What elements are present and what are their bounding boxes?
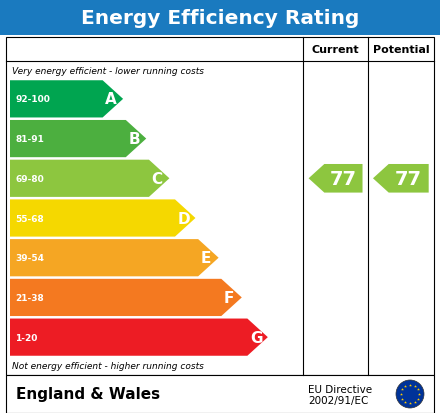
Polygon shape xyxy=(10,279,242,316)
Text: 81-91: 81-91 xyxy=(15,135,44,144)
Text: 39-54: 39-54 xyxy=(15,254,44,263)
Text: 55-68: 55-68 xyxy=(15,214,44,223)
Text: 69-80: 69-80 xyxy=(15,174,44,183)
Polygon shape xyxy=(10,121,146,158)
Text: England & Wales: England & Wales xyxy=(16,387,160,401)
Text: B: B xyxy=(128,132,140,147)
Text: 2002/91/EC: 2002/91/EC xyxy=(308,395,369,405)
Text: C: C xyxy=(151,171,162,186)
Text: Very energy efficient - lower running costs: Very energy efficient - lower running co… xyxy=(12,66,204,75)
Text: 1-20: 1-20 xyxy=(15,333,37,342)
Polygon shape xyxy=(10,160,169,197)
Text: G: G xyxy=(250,330,262,345)
Text: E: E xyxy=(201,251,211,266)
Polygon shape xyxy=(10,81,123,118)
Bar xyxy=(0,0,440,36)
Polygon shape xyxy=(10,200,195,237)
Text: Current: Current xyxy=(312,45,359,55)
Text: A: A xyxy=(105,92,117,107)
Text: 92-100: 92-100 xyxy=(15,95,50,104)
Text: 21-38: 21-38 xyxy=(15,293,44,302)
Text: Not energy efficient - higher running costs: Not energy efficient - higher running co… xyxy=(12,362,204,370)
Text: Energy Efficiency Rating: Energy Efficiency Rating xyxy=(81,9,359,27)
Text: 77: 77 xyxy=(395,169,422,188)
Polygon shape xyxy=(10,240,219,277)
Bar xyxy=(6,38,434,375)
Bar xyxy=(6,375,434,413)
Text: Potential: Potential xyxy=(373,45,429,55)
Polygon shape xyxy=(308,165,363,193)
Polygon shape xyxy=(373,165,429,193)
Text: 77: 77 xyxy=(330,169,357,188)
Text: F: F xyxy=(224,290,234,305)
Text: EU Directive: EU Directive xyxy=(308,384,373,394)
Text: D: D xyxy=(177,211,190,226)
Circle shape xyxy=(396,380,424,408)
Polygon shape xyxy=(10,319,268,356)
